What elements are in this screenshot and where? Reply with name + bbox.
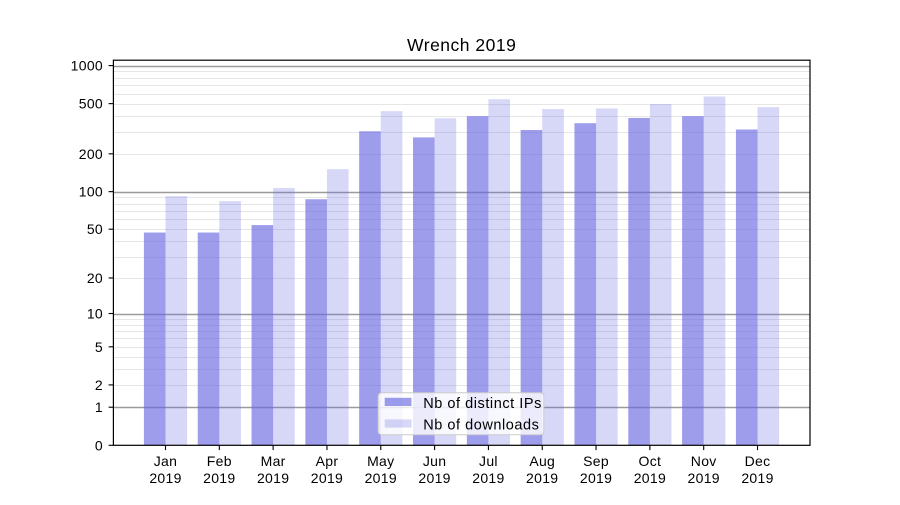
svg-text:2019: 2019: [257, 470, 289, 486]
svg-text:2019: 2019: [149, 470, 181, 486]
svg-text:2: 2: [95, 377, 103, 393]
svg-text:2019: 2019: [311, 470, 343, 486]
svg-text:20: 20: [87, 270, 103, 286]
svg-text:Nb of downloads: Nb of downloads: [423, 417, 539, 433]
svg-text:2019: 2019: [634, 470, 666, 486]
svg-text:Jan: Jan: [154, 453, 177, 469]
svg-text:Apr: Apr: [316, 453, 339, 469]
svg-text:May: May: [367, 453, 394, 469]
svg-text:2019: 2019: [203, 470, 235, 486]
svg-text:2019: 2019: [526, 470, 558, 486]
svg-text:2019: 2019: [741, 470, 773, 486]
svg-text:2019: 2019: [580, 470, 612, 486]
svg-text:Aug: Aug: [529, 453, 555, 469]
svg-text:2019: 2019: [688, 470, 720, 486]
svg-text:200: 200: [79, 146, 103, 162]
svg-text:2019: 2019: [365, 470, 397, 486]
svg-text:Wrench 2019: Wrench 2019: [407, 35, 516, 55]
svg-text:1: 1: [95, 399, 103, 415]
svg-text:Nov: Nov: [691, 453, 717, 469]
svg-text:100: 100: [79, 184, 103, 200]
svg-text:Jul: Jul: [479, 453, 498, 469]
svg-text:0: 0: [95, 437, 103, 453]
svg-text:1000: 1000: [71, 58, 103, 74]
svg-text:500: 500: [79, 96, 103, 112]
svg-text:50: 50: [87, 221, 103, 237]
svg-text:Mar: Mar: [261, 453, 286, 469]
svg-text:Jun: Jun: [423, 453, 446, 469]
svg-text:5: 5: [95, 339, 103, 355]
svg-text:2019: 2019: [472, 470, 504, 486]
svg-text:Dec: Dec: [745, 453, 771, 469]
svg-text:Sep: Sep: [583, 453, 609, 469]
svg-text:Nb of distinct IPs: Nb of distinct IPs: [423, 396, 542, 412]
svg-text:Feb: Feb: [207, 453, 232, 469]
svg-text:2019: 2019: [418, 470, 450, 486]
svg-text:Oct: Oct: [639, 453, 662, 469]
svg-text:10: 10: [87, 306, 103, 322]
